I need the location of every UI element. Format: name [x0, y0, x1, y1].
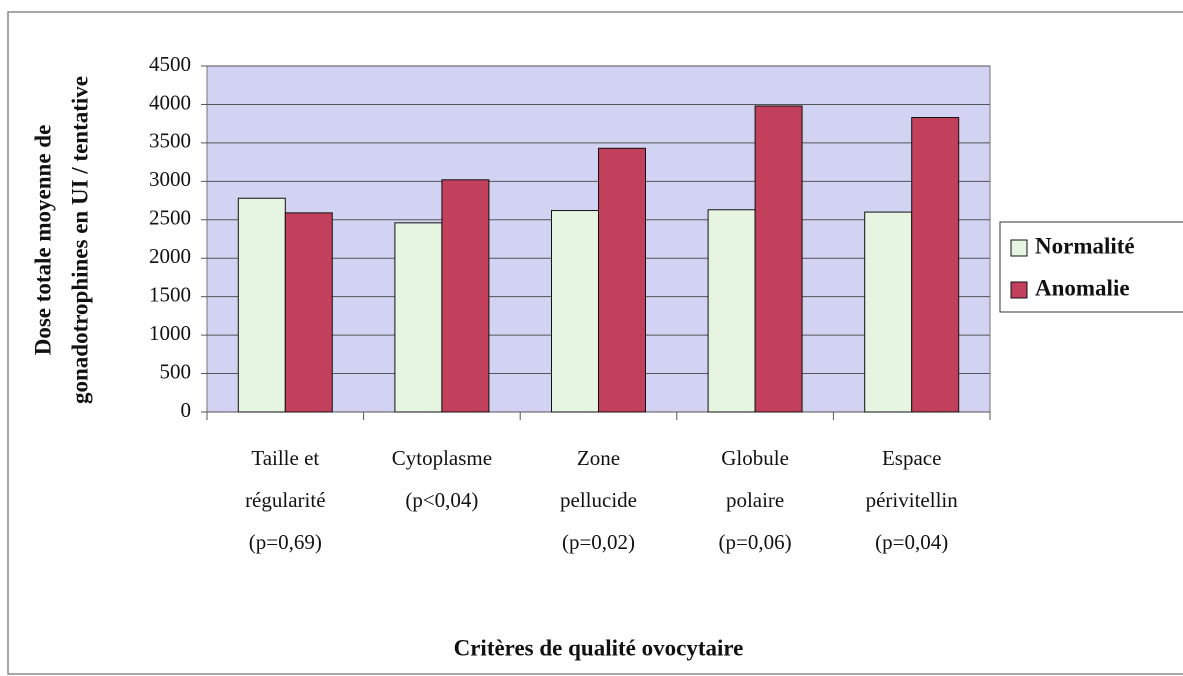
- bar: [598, 147, 646, 413]
- x-tick-label: périvitellin: [866, 488, 959, 512]
- y-axis-title: gonadotrophines en UI / tentative: [67, 76, 92, 404]
- bar: [911, 117, 960, 413]
- y-tick-label: 2500: [149, 206, 191, 230]
- x-tick-label: Espace: [882, 446, 941, 470]
- y-tick-label: 3500: [149, 129, 191, 153]
- y-tick-label: 4000: [149, 90, 191, 114]
- y-tick-label: 1500: [149, 282, 191, 306]
- bar: [864, 211, 913, 413]
- bar: [284, 212, 333, 413]
- legend-swatch: [1010, 239, 1028, 257]
- y-tick-label: 2000: [149, 244, 191, 268]
- bar: [754, 105, 803, 413]
- y-tick-label: 0: [181, 398, 192, 422]
- legend-label: Anomalie: [1035, 275, 1130, 300]
- bar: [237, 197, 286, 413]
- x-tick-label: (p=0,06): [719, 530, 792, 554]
- x-tick-label: (p<0,04): [405, 488, 478, 512]
- x-tick-label: (p=0,04): [875, 530, 948, 554]
- y-tick-label: 4500: [149, 52, 191, 76]
- x-tick-label: Globule: [721, 446, 789, 470]
- bar: [441, 179, 490, 413]
- legend-box: [999, 221, 1183, 313]
- y-tick-label: 1000: [149, 321, 191, 345]
- x-tick-label: Cytoplasme: [392, 446, 492, 470]
- x-tick-label: (p=0,02): [562, 530, 635, 554]
- legend-label: Normalité: [1035, 233, 1135, 258]
- y-axis-title: Dose totale moyenne de: [30, 125, 55, 356]
- bar: [394, 222, 443, 413]
- legend-swatch: [1010, 281, 1028, 299]
- x-tick-label: polaire: [726, 488, 784, 512]
- x-tick-label: Taille et: [251, 446, 319, 470]
- y-tick-label: 500: [160, 359, 192, 383]
- bar: [707, 209, 756, 413]
- x-tick-label: pellucide: [560, 488, 637, 512]
- x-tick-label: régularité: [245, 488, 325, 512]
- x-tick-label: (p=0,69): [249, 530, 322, 554]
- bar: [551, 210, 599, 413]
- x-tick-label: Zone: [577, 446, 620, 470]
- y-tick-label: 3000: [149, 167, 191, 191]
- x-axis-title: Critères de qualité ovocytaire: [454, 635, 744, 660]
